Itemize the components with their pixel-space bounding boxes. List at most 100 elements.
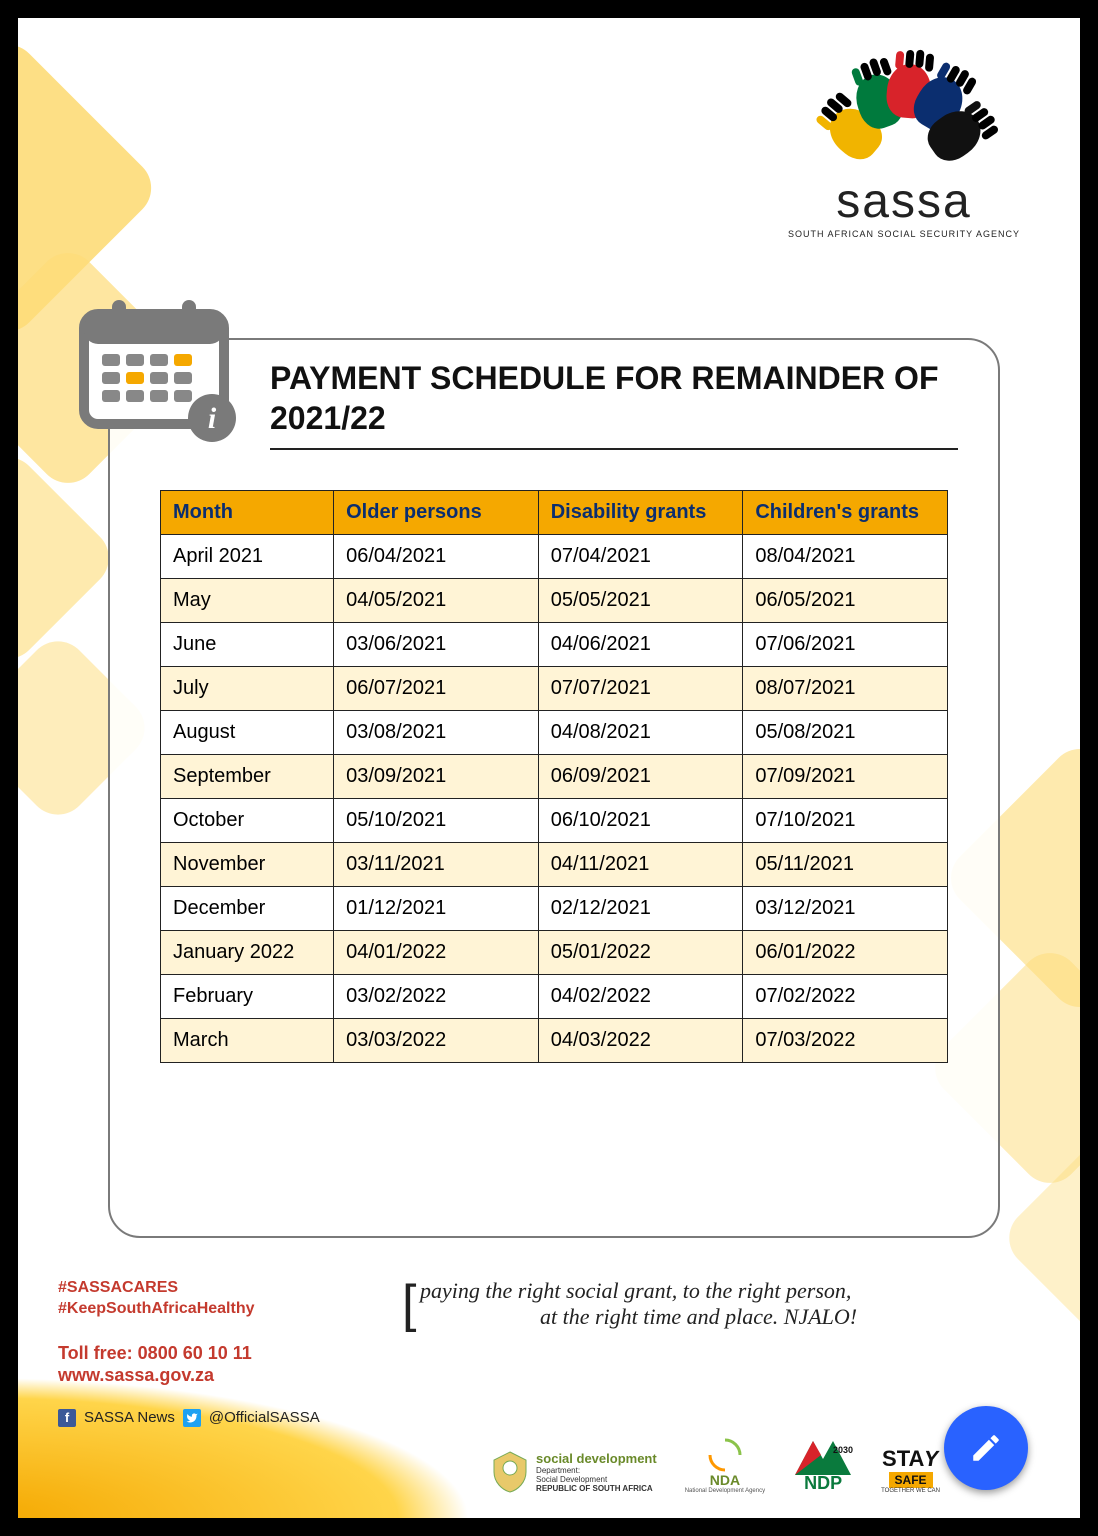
table-row: January 202204/01/202205/01/202206/01/20… (161, 931, 948, 975)
table-cell: 07/10/2021 (743, 799, 948, 843)
table-cell: 04/06/2021 (538, 623, 743, 667)
table-cell: 08/04/2021 (743, 535, 948, 579)
socdev-title: social development (536, 1451, 657, 1466)
table-cell: 05/05/2021 (538, 579, 743, 623)
table-cell: 06/09/2021 (538, 755, 743, 799)
table-cell: 03/02/2022 (334, 975, 539, 1019)
table-cell: August (161, 711, 334, 755)
nda-sub: National Development Agency (685, 1488, 765, 1494)
table-cell: December (161, 887, 334, 931)
ndp-logo: 2030 NDP (793, 1435, 853, 1494)
table-cell: 07/02/2022 (743, 975, 948, 1019)
table-cell: 01/12/2021 (334, 887, 539, 931)
table-cell: November (161, 843, 334, 887)
table-cell: 06/10/2021 (538, 799, 743, 843)
table-cell: 06/05/2021 (743, 579, 948, 623)
bracket-icon: [ (402, 1274, 416, 1334)
table-cell: September (161, 755, 334, 799)
footer: #SASSACARES #KeepSouthAfricaHealthy Toll… (58, 1278, 1040, 1498)
table-cell: March (161, 1019, 334, 1063)
title-block: PAYMENT SCHEDULE FOR REMAINDER OF 2021/2… (270, 358, 958, 450)
table-cell: 07/03/2022 (743, 1019, 948, 1063)
logo-subtitle: SOUTH AFRICAN SOCIAL SECURITY AGENCY (788, 229, 1020, 239)
tagline: [ paying the right social grant, to the … (420, 1278, 1020, 1330)
table-cell: 04/03/2022 (538, 1019, 743, 1063)
facebook-label: SASSA News (84, 1409, 175, 1426)
table-cell: 07/04/2021 (538, 535, 743, 579)
staysafe-logo: STAY SAFE TOGETHER WE CAN (881, 1446, 940, 1494)
table-cell: 04/05/2021 (334, 579, 539, 623)
table-cell: April 2021 (161, 535, 334, 579)
page-title: PAYMENT SCHEDULE FOR REMAINDER OF 2021/2… (270, 358, 958, 438)
table-row: October05/10/202106/10/202107/10/2021 (161, 799, 948, 843)
table-row: August03/08/202104/08/202105/08/2021 (161, 711, 948, 755)
svg-text:i: i (208, 402, 217, 435)
schedule-table-wrap: MonthOlder personsDisability grantsChild… (160, 490, 948, 1063)
table-cell: 06/04/2021 (334, 535, 539, 579)
table-row: May04/05/202105/05/202106/05/2021 (161, 579, 948, 623)
table-cell: 06/01/2022 (743, 931, 948, 975)
stay-text: STA (882, 1446, 924, 1471)
ndp-text: NDP (804, 1473, 842, 1494)
table-row: February03/02/202204/02/202207/02/2022 (161, 975, 948, 1019)
pencil-icon (969, 1431, 1003, 1465)
socdev-sub: Social Development (536, 1475, 657, 1484)
table-cell: 03/09/2021 (334, 755, 539, 799)
table-cell: 03/11/2021 (334, 843, 539, 887)
calendar-info-icon: i (74, 296, 244, 451)
safe-text: SAFE (889, 1472, 933, 1488)
nda-text: NDA (710, 1472, 740, 1488)
tagline-line2: at the right time and place. NJALO! (420, 1304, 1020, 1330)
table-row: December01/12/202102/12/202103/12/2021 (161, 887, 948, 931)
table-row: June03/06/202104/06/202107/06/2021 (161, 623, 948, 667)
edit-fab[interactable] (944, 1406, 1028, 1490)
table-cell: 06/07/2021 (334, 667, 539, 711)
table-cell: 03/12/2021 (743, 887, 948, 931)
table-row: April 202106/04/202107/04/202108/04/2021 (161, 535, 948, 579)
table-cell: June (161, 623, 334, 667)
table-cell: 08/07/2021 (743, 667, 948, 711)
table-cell: 05/10/2021 (334, 799, 539, 843)
twitter-icon (183, 1409, 201, 1427)
website-label: www.sassa.gov.za (58, 1364, 1040, 1387)
table-row: July06/07/202107/07/202108/07/2021 (161, 667, 948, 711)
table-cell: 03/06/2021 (334, 623, 539, 667)
schedule-card: i PAYMENT SCHEDULE FOR REMAINDER OF 2021… (108, 338, 1000, 1238)
table-cell: July (161, 667, 334, 711)
table-cell: 04/01/2022 (334, 931, 539, 975)
table-cell: 04/08/2021 (538, 711, 743, 755)
socdev-logo: social development Department: Social De… (490, 1450, 657, 1494)
facebook-icon: f (58, 1409, 76, 1427)
table-row: March03/03/202204/03/202207/03/2022 (161, 1019, 948, 1063)
schedule-table: MonthOlder personsDisability grantsChild… (160, 490, 948, 1063)
table-cell: 05/01/2022 (538, 931, 743, 975)
sassa-logo: sassa SOUTH AFRICAN SOCIAL SECURITY AGEN… (788, 68, 1020, 239)
nda-logo: NDA National Development Agency (685, 1438, 765, 1494)
hands-icon (829, 68, 979, 168)
table-cell: February (161, 975, 334, 1019)
table-cell: 07/07/2021 (538, 667, 743, 711)
table-row: November03/11/202104/11/202105/11/2021 (161, 843, 948, 887)
table-cell: 04/11/2021 (538, 843, 743, 887)
logo-text: sassa (788, 174, 1020, 229)
column-header: Disability grants (538, 491, 743, 535)
table-cell: 03/03/2022 (334, 1019, 539, 1063)
socdev-sub: Department: (536, 1466, 657, 1475)
table-cell: 05/11/2021 (743, 843, 948, 887)
tagline-line1: paying the right social grant, to the ri… (420, 1278, 851, 1303)
title-divider (270, 448, 958, 450)
column-header: Month (161, 491, 334, 535)
table-cell: 07/06/2021 (743, 623, 948, 667)
table-cell: 04/02/2022 (538, 975, 743, 1019)
partner-logos: social development Department: Social De… (490, 1435, 940, 1494)
table-row: September03/09/202106/09/202107/09/2021 (161, 755, 948, 799)
social-row: f SASSA News @OfficialSASSA (58, 1409, 1040, 1427)
contact-block: Toll free: 0800 60 10 11 www.sassa.gov.z… (58, 1342, 1040, 1387)
table-cell: 07/09/2021 (743, 755, 948, 799)
table-cell: 02/12/2021 (538, 887, 743, 931)
table-cell: October (161, 799, 334, 843)
page: sassa SOUTH AFRICAN SOCIAL SECURITY AGEN… (18, 18, 1080, 1518)
svg-text:2030: 2030 (833, 1445, 853, 1455)
twitter-label: @OfficialSASSA (209, 1409, 320, 1426)
table-cell: 05/08/2021 (743, 711, 948, 755)
